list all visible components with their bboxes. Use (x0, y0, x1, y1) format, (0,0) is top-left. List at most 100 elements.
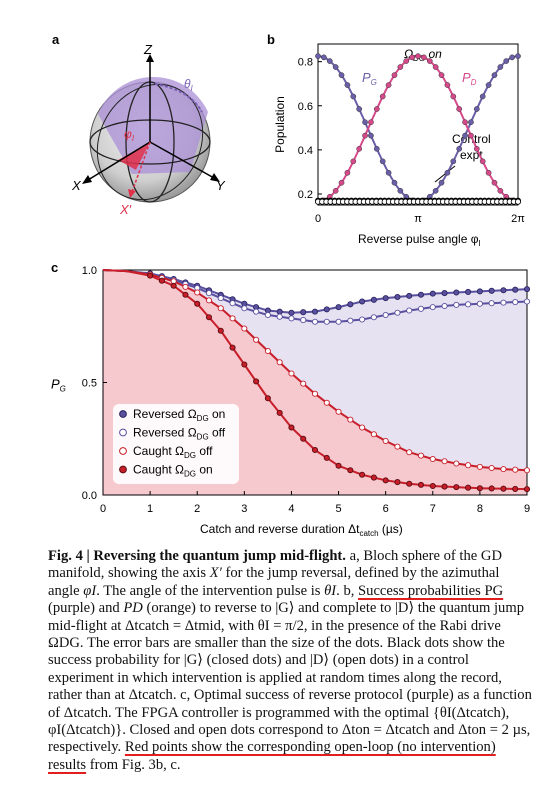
data-point (417, 305, 425, 312)
data-point (432, 64, 439, 70)
x-tick-label: 5 (335, 503, 341, 515)
data-point (373, 106, 380, 112)
data-point (394, 309, 401, 316)
data-point (417, 291, 425, 298)
caption-part-a2: for the jump reversal, defined by the az… (48, 565, 500, 599)
data-point (450, 158, 457, 165)
data-point (350, 93, 357, 100)
data-point (523, 467, 531, 474)
data-point (444, 82, 451, 88)
phi-label: φI (124, 127, 135, 143)
data-point (415, 53, 421, 59)
x-tick-label: 6 (383, 503, 389, 515)
data-point (253, 378, 260, 385)
data-point (276, 409, 283, 416)
caption-pd: PD (123, 600, 143, 617)
data-point (512, 485, 519, 492)
data-point (241, 361, 248, 368)
plot-frame (317, 43, 519, 206)
x-axis-label: Catch and reverse duration Δtcatch (µs) (200, 522, 403, 538)
x-tick-label: 2 (194, 503, 200, 515)
data-point (429, 290, 436, 297)
x-tick-label: 9 (524, 503, 530, 515)
y-tick-label: 0.0 (82, 490, 97, 502)
x-axis-label: Reverse pulse angle φI (358, 232, 481, 248)
purple-cap (98, 76, 208, 174)
data-point (453, 289, 460, 296)
control-point (514, 198, 521, 205)
data-point (315, 53, 321, 59)
data-point (347, 416, 354, 423)
data-point (373, 145, 380, 152)
data-point (300, 317, 307, 324)
data-point (323, 454, 330, 461)
data-point (332, 187, 339, 194)
y-axis-label: Population (273, 96, 287, 153)
data-point (350, 158, 357, 165)
data-point (347, 467, 354, 474)
data-point (300, 309, 307, 316)
x-tick-label: 7 (430, 503, 436, 515)
caption-part-end: from Fig. 3b, c. (86, 756, 181, 773)
data-point (476, 463, 483, 470)
series-curve (317, 55, 519, 203)
data-point (338, 72, 345, 78)
legend-marker (119, 465, 127, 474)
legend-marker (119, 447, 127, 455)
data-point (406, 480, 413, 487)
data-point (485, 82, 492, 88)
caption-part-a3: . The angle of the intervention pulse is (96, 582, 325, 599)
data-point (476, 300, 483, 307)
data-point (311, 308, 319, 315)
data-point (359, 298, 366, 305)
y-axis-label: PG (51, 377, 66, 394)
panel-label-c: c (51, 260, 59, 275)
data-point (344, 82, 351, 88)
data-point (241, 305, 248, 312)
data-point (453, 460, 460, 467)
data-point (382, 477, 389, 484)
data-point (456, 106, 463, 112)
data-point (170, 282, 177, 289)
data-point (370, 296, 377, 303)
data-point (453, 484, 460, 491)
axis-xprime-label: X′ (119, 202, 132, 217)
x-arrow (82, 175, 92, 184)
data-point (479, 158, 486, 165)
data-point (368, 132, 374, 139)
data-point (394, 293, 401, 301)
caption-part-b-label: . b, (336, 582, 359, 599)
data-point (264, 347, 271, 355)
data-point (465, 301, 472, 308)
theta-label: θI (184, 77, 194, 93)
z-arrow (146, 54, 154, 62)
data-point (229, 344, 236, 351)
data-point (338, 179, 345, 186)
data-point (205, 290, 213, 297)
data-point (465, 462, 472, 469)
data-point (205, 314, 213, 321)
data-point (462, 132, 468, 139)
data-point (406, 292, 413, 299)
y-arrow (210, 173, 220, 182)
data-point (479, 93, 486, 100)
data-point (264, 311, 271, 319)
data-point (444, 169, 451, 176)
data-point (485, 169, 492, 176)
data-point (429, 482, 436, 490)
data-point (253, 308, 260, 315)
legend-box (113, 404, 239, 484)
data-point (276, 359, 283, 366)
data-point (500, 287, 507, 294)
x-tick-label: 1 (147, 503, 153, 515)
chart-b: 0.2 0.4 0.6 0.8 0 π 2π Population Reverse pulse … (273, 43, 525, 248)
data-point (476, 485, 483, 492)
data-point (497, 187, 504, 194)
data-point (429, 304, 436, 311)
data-point (347, 301, 354, 308)
data-point (488, 485, 495, 492)
bloch-sphere: Z X Y X′ θI φI (71, 42, 226, 217)
data-point (488, 287, 495, 294)
data-point (332, 64, 339, 70)
legend-label: Caught ΩDG on (133, 463, 213, 479)
